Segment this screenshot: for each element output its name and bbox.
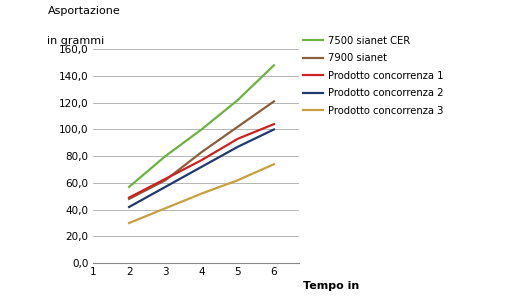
Prodotto concorrenza 2 xyxy=(126,205,132,209)
Prodotto concorrenza 1 xyxy=(235,137,241,141)
7500 sianet CER xyxy=(235,98,241,102)
Text: Asportazione: Asportazione xyxy=(47,6,120,16)
Prodotto concorrenza 3 xyxy=(235,179,241,182)
7900 sianet xyxy=(199,150,205,154)
Prodotto concorrenza 1 xyxy=(126,196,132,199)
7500 sianet CER xyxy=(199,128,205,131)
Text: in grammi: in grammi xyxy=(47,36,105,46)
Prodotto concorrenza 3 xyxy=(126,221,132,225)
Prodotto concorrenza 3 xyxy=(162,207,168,210)
Line: Prodotto concorrenza 2: Prodotto concorrenza 2 xyxy=(129,129,274,207)
Prodotto concorrenza 2 xyxy=(162,185,168,189)
Prodotto concorrenza 1 xyxy=(199,158,205,162)
7500 sianet CER xyxy=(271,63,277,67)
Prodotto concorrenza 2 xyxy=(271,128,277,131)
7500 sianet CER xyxy=(126,185,132,189)
7900 sianet xyxy=(271,100,277,103)
Prodotto concorrenza 3 xyxy=(271,162,277,166)
7900 sianet xyxy=(126,197,132,201)
Line: 7900 sianet: 7900 sianet xyxy=(129,101,274,199)
Prodotto concorrenza 3 xyxy=(199,192,205,196)
Line: 7500 sianet CER: 7500 sianet CER xyxy=(129,65,274,187)
Line: Prodotto concorrenza 1: Prodotto concorrenza 1 xyxy=(129,124,274,198)
7900 sianet xyxy=(235,125,241,129)
7500 sianet CER xyxy=(162,154,168,158)
Prodotto concorrenza 1 xyxy=(162,177,168,181)
Text: Tempo in: Tempo in xyxy=(303,281,360,291)
7900 sianet xyxy=(162,179,168,182)
Prodotto concorrenza 1 xyxy=(271,122,277,126)
Prodotto concorrenza 2 xyxy=(235,145,241,149)
Line: Prodotto concorrenza 3: Prodotto concorrenza 3 xyxy=(129,164,274,223)
Prodotto concorrenza 2 xyxy=(199,165,205,169)
Legend: 7500 sianet CER, 7900 sianet, Prodotto concorrenza 1, Prodotto concorrenza 2, Pr: 7500 sianet CER, 7900 sianet, Prodotto c… xyxy=(303,36,444,116)
